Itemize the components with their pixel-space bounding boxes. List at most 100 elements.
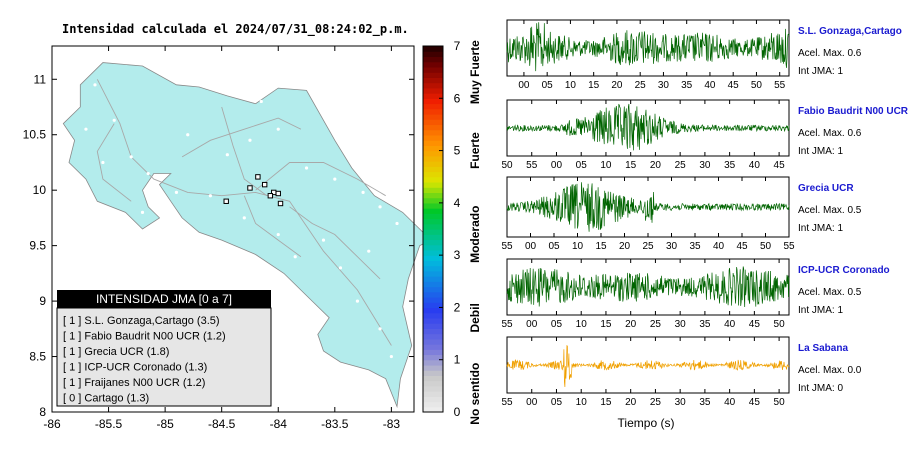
waveform-tick-label: 30 — [699, 160, 711, 171]
waveform-tick-label: 50 — [760, 241, 772, 252]
waveform-trace — [506, 22, 790, 72]
map-title: Intensidad calculada el 2024/07/31_08:24… — [62, 22, 409, 36]
town-dot — [174, 190, 179, 194]
colorbar-level-label: Moderado — [468, 206, 482, 263]
town-dot — [378, 205, 382, 209]
colorbar-segment — [423, 391, 443, 397]
colorbar-segment — [423, 192, 443, 199]
colorbar-segment — [423, 145, 443, 152]
colorbar-segment — [423, 354, 443, 361]
colorbar-segment — [423, 129, 443, 136]
town-dot — [389, 354, 393, 359]
town-dot — [276, 232, 280, 237]
town-dot — [321, 238, 326, 242]
colorbar-segment — [423, 255, 443, 261]
legend-header — [57, 290, 271, 308]
colorbar-segment — [423, 276, 443, 282]
station-marker — [275, 190, 281, 197]
waveform-tick-label: 55 — [501, 319, 513, 330]
waveform-tick-label: 10 — [572, 241, 584, 252]
colorbar-level-label: No sentido — [468, 363, 482, 425]
road-line — [181, 117, 302, 158]
map-frame — [51, 45, 415, 413]
town-dot — [333, 177, 337, 181]
town-dot — [248, 138, 252, 142]
waveform-tick-label: 40 — [724, 319, 736, 330]
colorbar-segment — [423, 234, 443, 241]
waveform-tick-label: 45 — [774, 160, 786, 171]
town-dot — [129, 155, 133, 159]
legend-item: [ 1 ] Fabio Baudrit N00 UCR (1.2) — [63, 331, 226, 343]
waveform-trace — [506, 103, 790, 151]
waveform-tick-label: 25 — [650, 397, 662, 408]
town-dot — [93, 83, 97, 87]
colorbar-segment — [423, 119, 443, 126]
accel-label: Acel. Max. 0.5 — [798, 287, 862, 298]
colorbar-segment — [423, 103, 443, 110]
waveform-tick-label: 45 — [728, 80, 740, 91]
station-marker — [223, 198, 229, 204]
town-dot — [367, 249, 371, 253]
colorbar-tick-label: 5 — [454, 144, 461, 158]
waveform-tick-label: 45 — [736, 241, 748, 252]
waveform-tick-label: 15 — [625, 160, 637, 171]
legend-item: [ 0 ] Cartago (1.3) — [63, 393, 149, 405]
waveform-tick-label: 10 — [576, 319, 588, 330]
waveform-tick-label: 25 — [675, 160, 687, 171]
road-line — [255, 162, 386, 197]
x-tick-label: -84.5 — [208, 417, 236, 431]
town-dot — [378, 327, 382, 331]
waveform-tick-label: 35 — [689, 241, 701, 252]
colorbar-level-label: Fuerte — [468, 132, 482, 169]
colorbar-segment — [423, 72, 443, 78]
colorbar-segment — [423, 98, 443, 105]
colorbar-segment — [423, 161, 443, 167]
waveform-tick-label: 00 — [518, 80, 530, 91]
colorbar-segment — [423, 140, 443, 146]
x-tick-label: -85.5 — [95, 417, 123, 431]
road-line — [221, 106, 268, 197]
waveform-tick-label: 15 — [588, 80, 600, 91]
waveform-tick-label: 05 — [551, 319, 563, 330]
road-line — [96, 79, 392, 346]
waveform-tick-label: 40 — [724, 397, 736, 408]
waveform-tick-label: 45 — [749, 397, 761, 408]
colorbar-segment — [423, 66, 443, 73]
colorbar-segment — [423, 312, 443, 319]
waveform-panel: 00 05 10 15 20 25 30 35 40 45 50 55 S.L. Gonzaga,Car… — [506, 19, 902, 91]
colorbar-segment — [423, 134, 443, 141]
colorbar-segment — [423, 349, 443, 356]
waveform-tick-label: 10 — [565, 80, 577, 91]
legend-title: INTENSIDAD JMA [0 a 7] — [96, 292, 232, 306]
colorbar-tick-label: 2 — [454, 300, 461, 314]
colorbar-tick-label: 0 — [454, 405, 461, 419]
waveform-tick-label: 30 — [675, 397, 687, 408]
town-dot — [361, 190, 365, 194]
x-tick-label: -83.5 — [321, 417, 349, 431]
colorbar-segment — [423, 370, 443, 376]
y-tick-label: 9 — [39, 294, 46, 308]
road-line — [243, 195, 302, 258]
colorbar-segment — [423, 265, 443, 272]
colorbar-level-label: Muy Fuerte — [468, 40, 482, 104]
town-dot — [152, 186, 156, 190]
colorbar-segment — [423, 307, 443, 314]
waveform-tick-label: 00 — [525, 241, 537, 252]
town-dot — [146, 171, 150, 176]
colorbar-segment — [423, 328, 443, 335]
waveform-tick-label: 25 — [650, 319, 662, 330]
waveform-tick-label: 05 — [551, 397, 563, 408]
colorbar-tick-label: 7 — [454, 39, 461, 53]
colorbar-segment — [423, 323, 443, 329]
waveform-trace — [506, 266, 790, 308]
waveform-tick-label: 50 — [774, 397, 786, 408]
legend-item: [ 1 ] ICP-UCR Coronado (1.3) — [63, 362, 207, 374]
colorbar-segment — [423, 244, 443, 251]
colorbar-segment — [423, 87, 443, 94]
waveform-tick-label: 55 — [501, 397, 513, 408]
waveform-tick-label: 20 — [625, 319, 637, 330]
waveform-panel: 55 00 05 10 15 20 25 30 35 40 45 50 55 Grecia UCR Acel… — [501, 176, 862, 252]
waveform-tick-label: 05 — [542, 80, 554, 91]
waveform-tick-label: 50 — [501, 160, 513, 171]
x-tick-label: -86 — [43, 417, 61, 431]
